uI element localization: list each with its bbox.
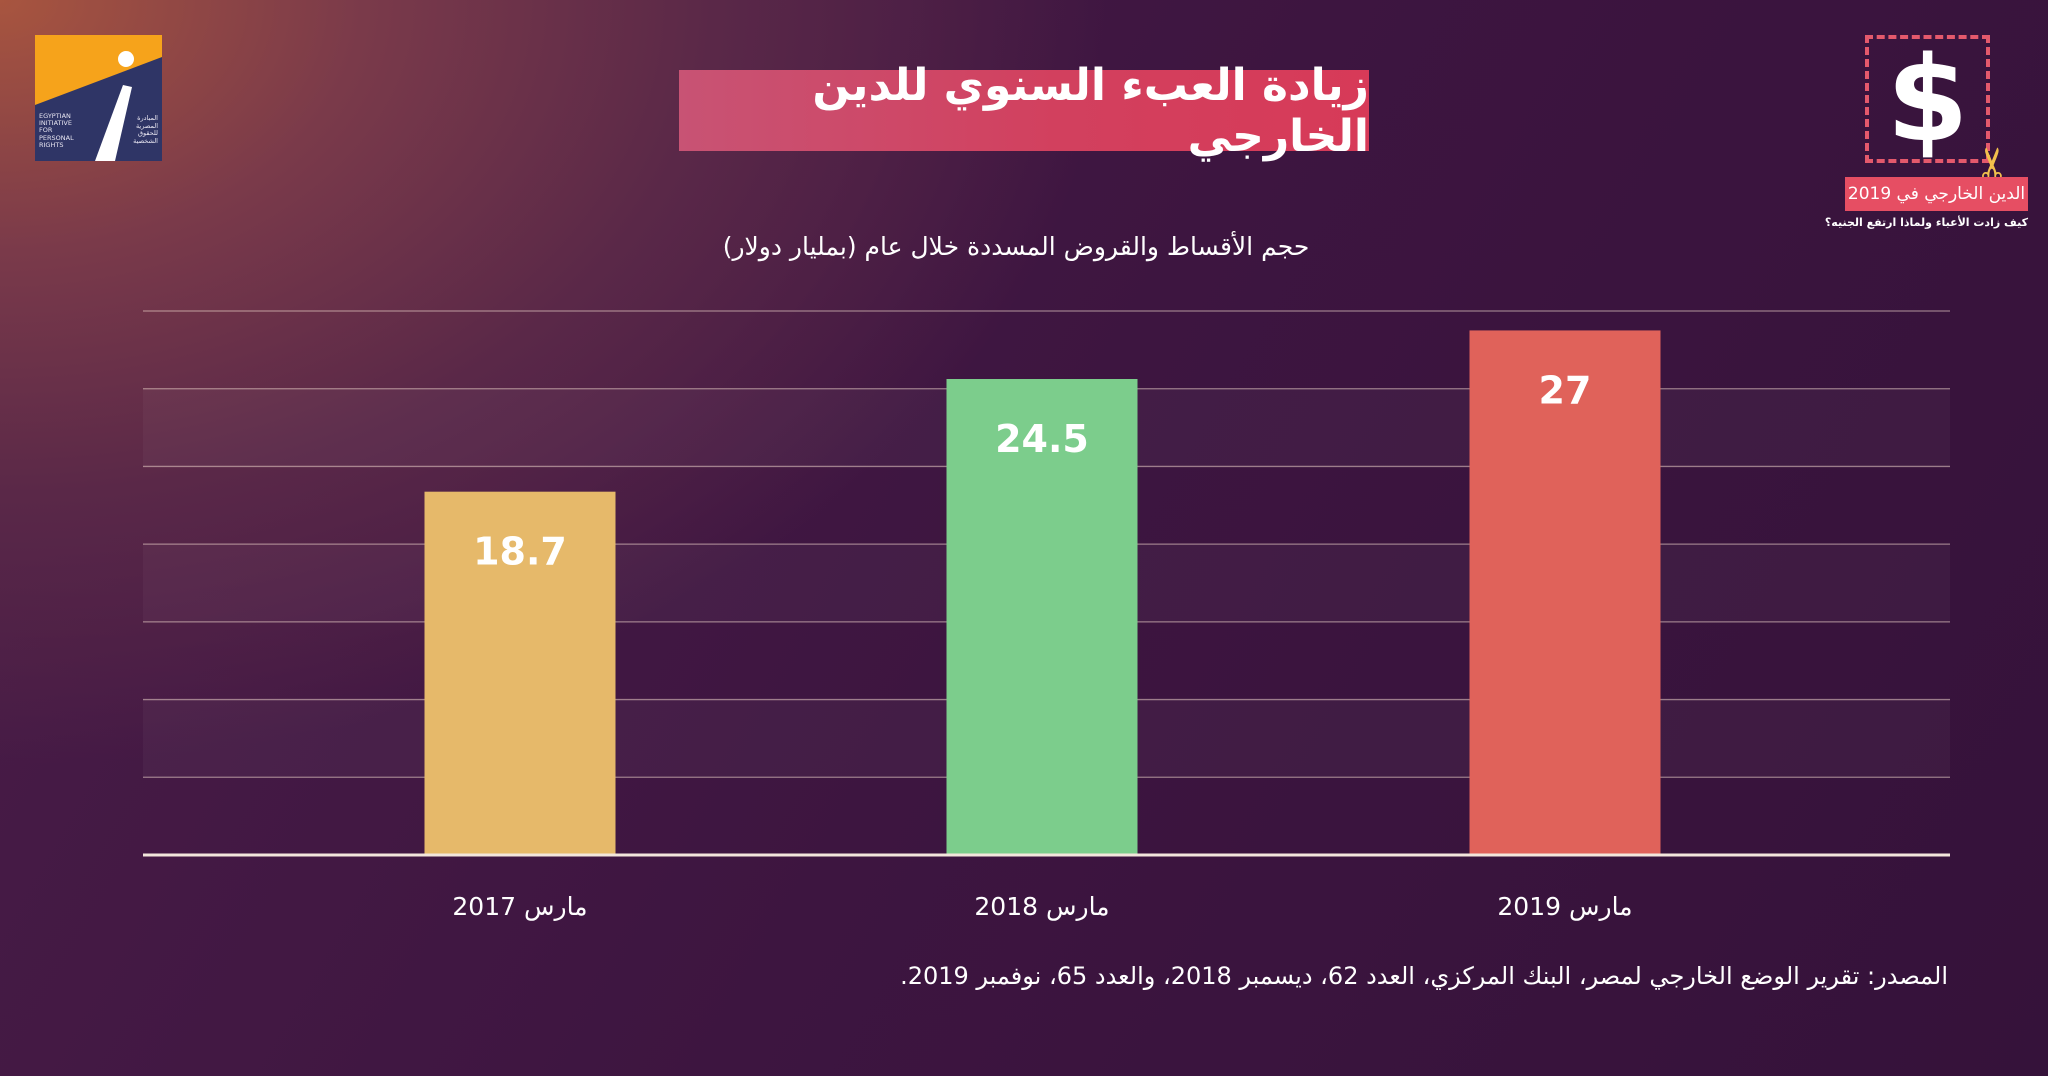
x-tick-label: مارس 2017: [452, 892, 587, 921]
logo-english-text: EGYPTIAN INITIATIVE FOR PERSONAL RIGHTS: [39, 112, 74, 149]
bar-value-label: 27: [1539, 368, 1592, 412]
logo-mark-icon: [35, 51, 162, 161]
logo-arabic-text: المبادرة المصرية للحقوق الشخصية: [133, 114, 158, 145]
bar-value-label: 24.5: [995, 417, 1089, 461]
bar: [946, 379, 1138, 855]
badge-subtitle: كيف زادت الأعباء ولماذا ارتفع الجنيه؟: [1824, 216, 2028, 229]
chart-title-row: حجم الأقساط والقروض المسددة خلال عام (بم…: [0, 232, 2048, 261]
chart-title: حجم الأقساط والقروض المسددة خلال عام (بم…: [722, 232, 1310, 261]
eipr-logo: EGYPTIAN INITIATIVE FOR PERSONAL RIGHTS …: [35, 35, 162, 161]
dollar-icon: $: [1886, 30, 1969, 168]
badge-label: الدين الخارجي في 2019: [1845, 177, 2028, 211]
source-note: المصدر: تقرير الوضع الخارجي لمصر، البنك …: [900, 962, 1948, 990]
bar-value-label: 18.7: [473, 530, 567, 574]
bar: [1469, 330, 1661, 855]
x-tick-label: مارس 2019: [1497, 892, 1632, 921]
dashed-frame: [1865, 35, 1990, 163]
bar: [424, 491, 616, 855]
x-tick-label: مارس 2018: [974, 892, 1109, 921]
campaign-badge: $ ✂ الدين الخارجي في 2019 كيف زادت الأعب…: [1824, 30, 2048, 240]
